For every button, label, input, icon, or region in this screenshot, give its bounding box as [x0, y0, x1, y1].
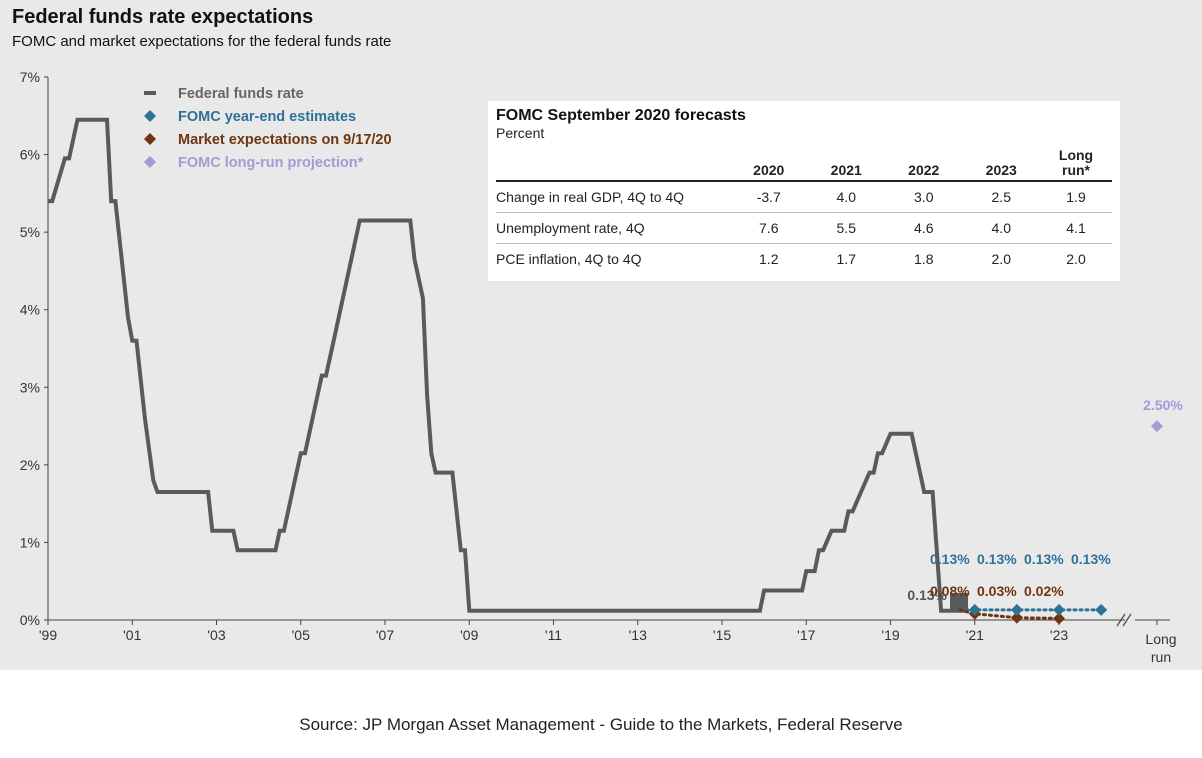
market-dotted-line: [958, 608, 1061, 620]
forecast-table-header-row: 2020 2021 2022 2023 Long run*: [496, 144, 1112, 181]
legend-label: Market expectations on 9/17/20: [178, 132, 392, 148]
y-tick-label: 4%: [20, 302, 40, 318]
y-tick-label: 7%: [20, 69, 40, 85]
forecast-table-unit: Percent: [496, 125, 545, 141]
market-expectation-label: 0.02%: [1024, 583, 1064, 599]
table-row: PCE inflation, 4Q to 4Q 1.2 1.7 1.8 2.0 …: [496, 243, 1112, 274]
table-cell: 2.0: [1040, 243, 1112, 274]
x-tick-label: '09: [460, 627, 478, 643]
x-tick-label: '07: [376, 627, 394, 643]
x-tick-label: '17: [797, 627, 815, 643]
legend-label: Federal funds rate: [178, 86, 304, 102]
table-cell: 4.6: [885, 212, 963, 244]
market-expectation-label: 0.03%: [977, 583, 1017, 599]
table-cell: 2.0: [962, 243, 1040, 274]
current-rate-label: 0.13%: [907, 587, 947, 603]
long-run-projection-label: 2.50%: [1143, 397, 1183, 413]
table-cell: 1.9: [1066, 189, 1086, 205]
current-rate-marker: [950, 592, 969, 611]
legend-swatch-diamond: [144, 156, 156, 168]
row-label: PCE inflation, 4Q to 4Q: [496, 243, 730, 274]
legend-swatch-fed-funds: [144, 91, 156, 95]
table-cell: 5.5: [807, 212, 885, 244]
forecast-table-corner: [496, 144, 730, 181]
y-tick-label: 6%: [20, 147, 40, 163]
x-tick-label: '99: [39, 627, 57, 643]
x-tick-label: '21: [966, 627, 984, 643]
table-cell: 4.0: [836, 189, 856, 205]
legend-label: FOMC long-run projection*: [178, 155, 364, 171]
table-cell: 4.0: [962, 212, 1040, 244]
legend-swatch-diamond: [144, 110, 156, 122]
table-cell: 2.5: [991, 189, 1011, 205]
x-tick-label: '03: [207, 627, 225, 643]
fomc-estimate-label: 0.13%: [1071, 551, 1111, 567]
x-tick-label: '13: [629, 627, 647, 643]
y-tick-label: 5%: [20, 224, 40, 240]
fed-funds-chart: 0% 1% 2% 3% 4% 5% 6% 7% '99 '01 '03 '05 '07 '09 '11 '13…: [20, 69, 1184, 665]
legend-label: FOMC year-end estimates: [178, 109, 356, 125]
table-cell: -3.7: [756, 189, 781, 205]
column-header-2022: 2022: [908, 162, 940, 178]
axis-break-mark: [1122, 613, 1132, 627]
forecast-table-title: FOMC September 2020 forecasts: [496, 107, 746, 124]
chart-subtitle: FOMC and market expectations for the fed…: [12, 33, 392, 50]
fomc-estimate-label: 0.13%: [1024, 551, 1064, 567]
y-tick-label: 0%: [20, 612, 40, 628]
table-cell: 7.6: [730, 212, 808, 244]
x-tick-label: '23: [1050, 627, 1068, 643]
column-header-2021: 2021: [830, 162, 862, 178]
x-tick-label-long: Long: [1145, 631, 1176, 647]
column-header-long-run: Long run*: [1058, 147, 1094, 178]
row-label: Unemployment rate, 4Q: [496, 212, 730, 244]
column-header-2020: 2020: [753, 162, 785, 178]
market-expectation-marker: [1053, 612, 1066, 625]
fomc-estimate-marker: [1053, 603, 1066, 616]
table-cell: 1.7: [807, 243, 885, 274]
fomc-estimate-marker: [1010, 603, 1023, 616]
y-tick-label: 3%: [20, 379, 40, 395]
fed-funds-rate-line: [48, 117, 967, 613]
fomc-estimate-marker: [1095, 603, 1108, 616]
y-tick-label: 2%: [20, 457, 40, 473]
fomc-estimate-label: 0.13%: [977, 551, 1017, 567]
table-row: Change in real GDP, 4Q to 4Q -3.7 4.0 3.…: [496, 181, 1112, 213]
source-note: Source: JP Morgan Asset Management - Gui…: [299, 715, 903, 734]
table-cell: 1.2: [730, 243, 808, 274]
x-tick-label: '05: [292, 627, 310, 643]
x-tick-label: '15: [713, 627, 731, 643]
x-tick-label: '11: [545, 627, 562, 643]
forecast-table: 2020 2021 2022 2023 Long run* Change in …: [496, 144, 1112, 274]
y-tick-label: 1%: [20, 534, 40, 550]
x-tick-label-run: run: [1151, 649, 1171, 665]
column-header-2023: 2023: [985, 162, 1017, 178]
table-cell: 4.1: [1040, 212, 1112, 244]
table-cell: 1.8: [885, 243, 963, 274]
long-run-projection-marker: [1151, 420, 1163, 433]
legend-swatch-diamond: [144, 133, 156, 145]
row-label: Change in real GDP, 4Q to 4Q: [496, 189, 685, 205]
market-expectation-label: 0.08%: [930, 583, 970, 599]
market-expectation-marker: [1010, 611, 1023, 624]
chart-title: Federal funds rate expectations: [12, 6, 314, 28]
fomc-estimate-marker: [968, 603, 981, 616]
x-tick-label: '01: [123, 627, 141, 643]
forecast-table-panel: FOMC September 2020 forecasts Percent 20…: [488, 101, 1120, 281]
table-row: Unemployment rate, 4Q 7.6 5.5 4.6 4.0 4.…: [496, 212, 1112, 244]
x-tick-label: '19: [881, 627, 899, 643]
axis-break-mark: [1116, 613, 1126, 627]
table-cell: 3.0: [914, 189, 934, 205]
fomc-estimate-label: 0.13%: [930, 551, 970, 567]
